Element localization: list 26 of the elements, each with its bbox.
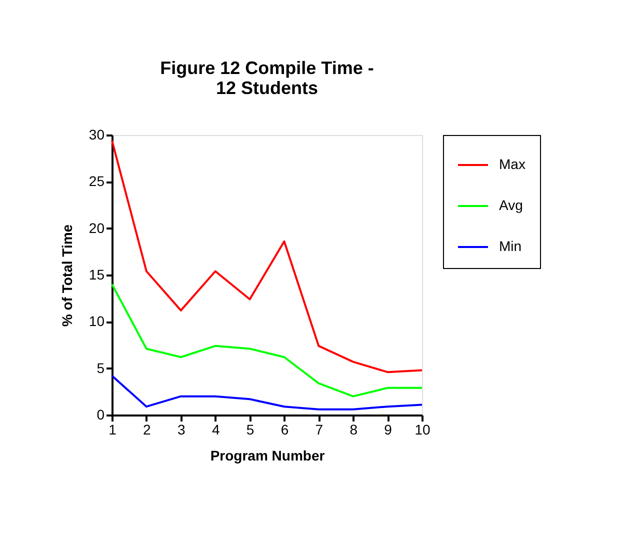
x-tick-label: 8 xyxy=(350,422,358,438)
line-series xyxy=(111,283,423,398)
y-tick-label: 15 xyxy=(88,266,105,282)
y-tick-label: 10 xyxy=(88,313,105,330)
line-series xyxy=(111,374,423,410)
x-tick-label: 10 xyxy=(414,422,430,438)
legend-label: Min xyxy=(499,238,522,254)
x-tick-label: 4 xyxy=(212,422,220,438)
y-tick-label: 25 xyxy=(88,173,105,190)
x-tick-label: 5 xyxy=(246,422,254,438)
x-tick-label: 3 xyxy=(177,422,186,438)
y-tick-label: 30 xyxy=(88,126,105,142)
legend-label: Avg xyxy=(499,197,523,213)
x-tick-label: 2 xyxy=(143,422,152,438)
y-axis-title: % of Total Time xyxy=(58,224,75,327)
y-tick-label: 20 xyxy=(88,220,105,236)
y-tick-label: 5 xyxy=(96,360,105,376)
x-tick-label: 7 xyxy=(315,422,324,438)
x-tick-label: 6 xyxy=(280,422,289,438)
x-axis-title: Program Number xyxy=(210,448,326,464)
x-tick-label: 9 xyxy=(384,422,392,438)
line-series xyxy=(111,140,423,374)
legend-label: Max xyxy=(499,156,526,172)
x-tick-label: 1 xyxy=(108,422,117,438)
chart-title: Figure 12 Compile Time - 12 Students xyxy=(160,58,374,98)
y-tick-label: 0 xyxy=(96,406,105,422)
